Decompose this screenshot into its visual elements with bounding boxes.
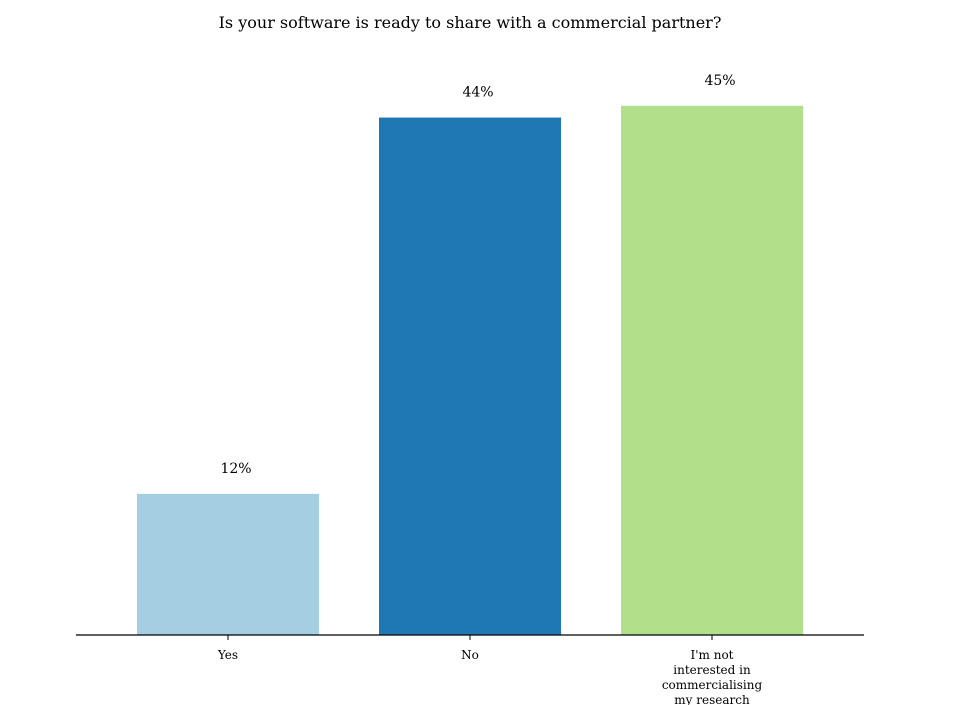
- x-ticks-group: Yes No I'm not interested in commercialising…: [217, 635, 763, 705]
- data-label-0: 12%: [220, 461, 251, 477]
- x-tick-label-0: Yes: [217, 648, 238, 662]
- chart-title: Is your software is ready to share with …: [219, 13, 722, 32]
- data-label-2: 45%: [704, 73, 735, 89]
- bar-1: [379, 117, 561, 635]
- data-label-1: 44%: [462, 85, 493, 101]
- x-tick-label-1: No: [461, 648, 479, 662]
- bar-0: [137, 493, 319, 635]
- bars-group: [137, 105, 803, 636]
- x-tick-label-2: I'm not interested in commercialising my re…: [662, 648, 763, 705]
- bar-2: [621, 105, 803, 636]
- data-labels-group: 12% 44% 45%: [220, 73, 735, 477]
